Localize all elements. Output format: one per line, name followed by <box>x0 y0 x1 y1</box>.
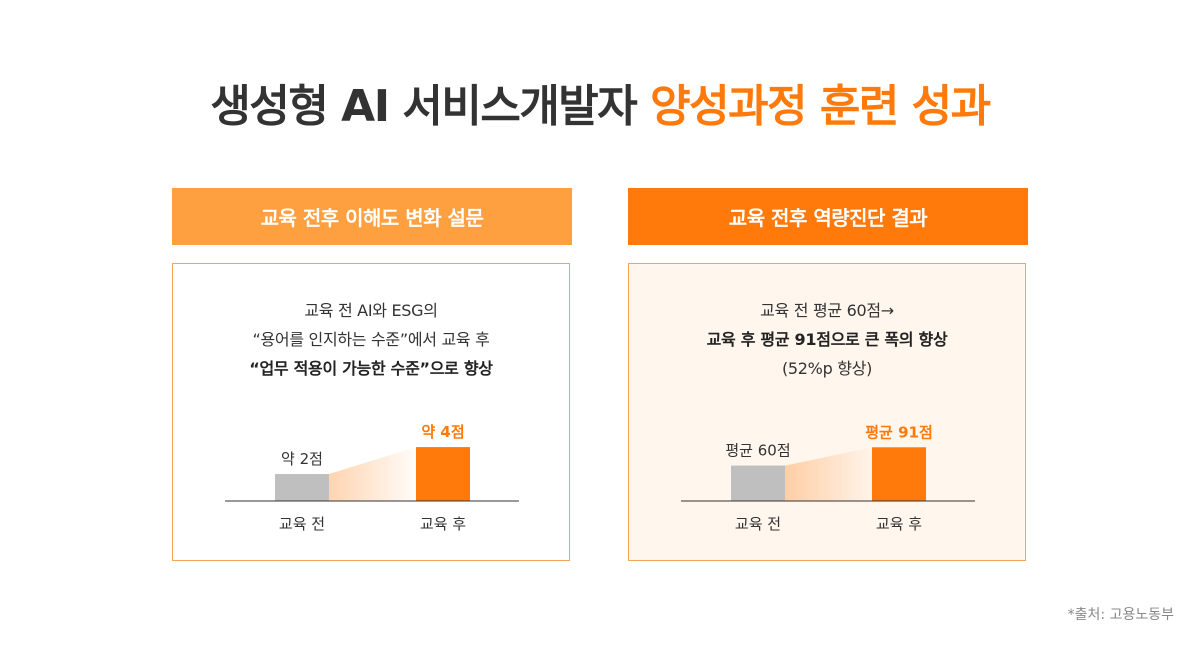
title-main: 생성형 AI 서비스개발자 <box>210 81 637 132</box>
category-label-before: 교육 전 <box>279 515 325 533</box>
panel-2-desc-line-2: 교육 후 평균 91점으로 큰 폭의 향상 <box>706 330 948 349</box>
panel-2-box: 교육 전 평균 60점→ 교육 후 평균 91점으로 큰 폭의 향상 (52%p… <box>628 263 1026 561</box>
panel-1-box: 교육 전 AI와 ESG의 “용어를 인지하는 수준”에서 교육 후 “업무 적… <box>172 263 570 561</box>
data-label-before: 평균 60점 <box>725 442 790 460</box>
growth-connector <box>785 447 872 501</box>
bar-before <box>275 474 329 501</box>
bar-before <box>731 465 785 501</box>
panel-2-description: 교육 전 평균 60점→ 교육 후 평균 91점으로 큰 폭의 향상 (52%p… <box>629 296 1025 383</box>
category-label-before: 교육 전 <box>735 515 781 533</box>
category-label-after: 교육 후 <box>420 515 466 533</box>
source-note: *출처: 고용노동부 <box>1067 607 1174 623</box>
panel-2-header: 교육 전후 역량진단 결과 <box>628 188 1028 245</box>
bar-after <box>416 447 470 501</box>
panel-1-desc-line-3: “업무 적용이 가능한 수준”으로 향상 <box>249 359 493 378</box>
growth-connector <box>329 447 416 501</box>
panel-2-desc-line-3: (52%p 향상) <box>781 359 873 378</box>
panel-1-description: 교육 전 AI와 ESG의 “용어를 인지하는 수준”에서 교육 후 “업무 적… <box>173 296 569 383</box>
panel-1-desc-line-1: 교육 전 AI와 ESG의 <box>304 301 438 320</box>
data-label-after: 평균 91점 <box>865 423 933 441</box>
category-label-after: 교육 후 <box>876 515 922 533</box>
data-label-after: 약 4점 <box>421 423 464 441</box>
page-title: 생성형 AI 서비스개발자 양성과정 훈련 성과 <box>0 70 1200 134</box>
data-label-before: 약 2점 <box>281 450 323 468</box>
bar-after <box>872 447 926 501</box>
panel-2-desc-line-1: 교육 전 평균 60점→ <box>760 301 894 320</box>
panel-1-desc-line-2: “용어를 인지하는 수준”에서 교육 후 <box>252 330 490 349</box>
panel-1-header: 교육 전후 이해도 변화 설문 <box>172 188 572 245</box>
title-highlight: 양성과정 훈련 성과 <box>650 81 991 132</box>
